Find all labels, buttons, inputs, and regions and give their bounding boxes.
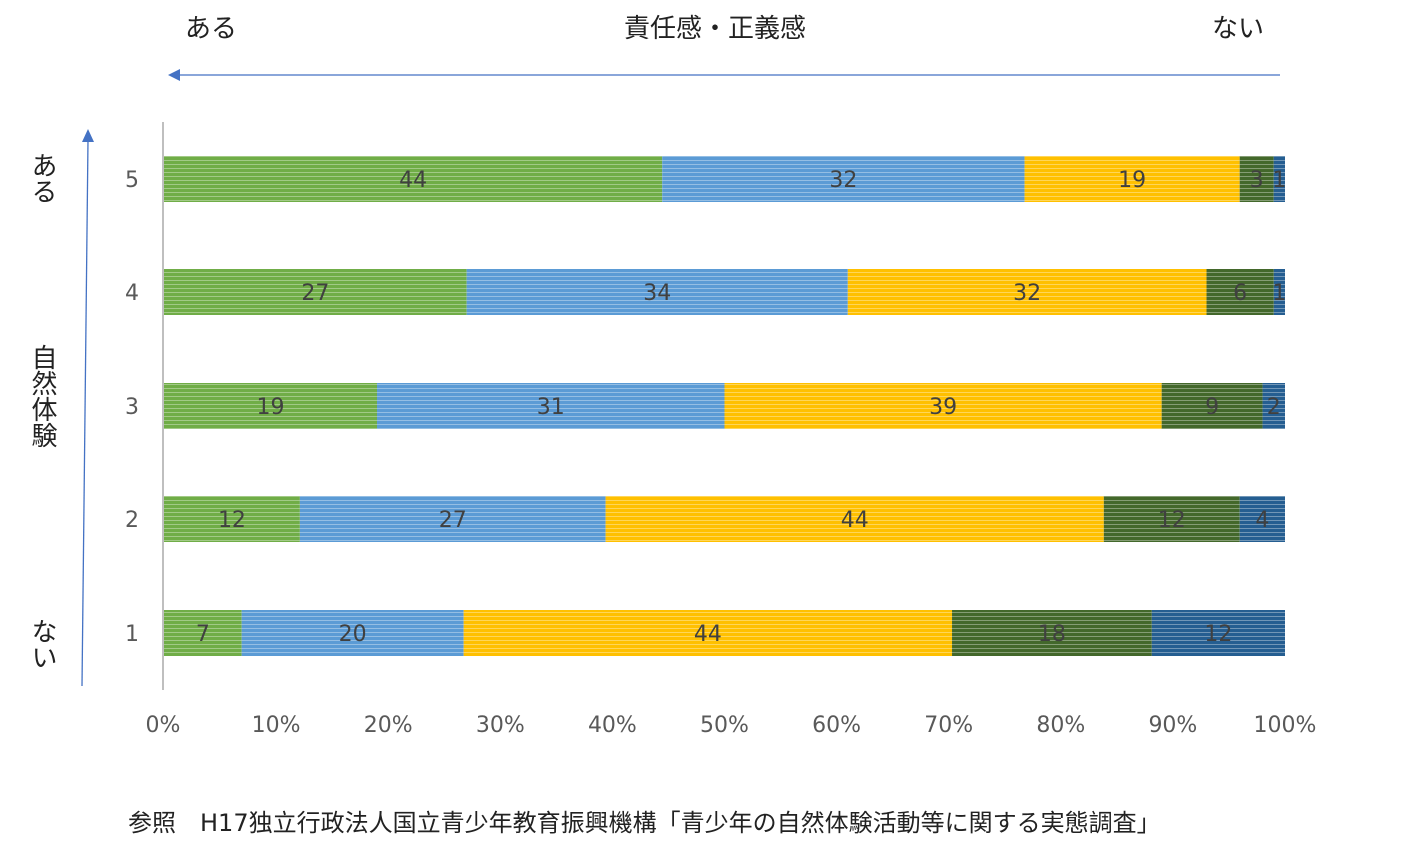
x-tick-label: 30% [476,713,525,738]
y-category-label: 2 [125,508,139,533]
data-label: 6 [1233,281,1247,306]
x-tick-label: 10% [252,713,301,738]
x-tick-label: 20% [364,713,413,738]
bar-texture [847,269,1207,315]
bar-texture [1103,496,1240,542]
data-label: 1 [1272,168,1286,193]
data-label: 32 [1013,281,1041,306]
bar-texture [164,156,663,202]
bar-texture [164,269,467,315]
y-category-label: 3 [125,395,139,420]
header-center-label: 責任感・正義感 [624,14,807,44]
bar-texture [1273,269,1285,315]
data-label: 39 [929,395,957,420]
data-label: 12 [218,508,246,533]
bar-texture [466,269,848,315]
bar-texture [164,610,242,656]
x-tick-label: 60% [812,713,861,738]
data-label: 19 [1118,168,1146,193]
data-label: 34 [643,281,671,306]
bar-texture [241,610,464,656]
data-label: 12 [1204,622,1232,647]
bar-texture [164,383,377,429]
data-label: 18 [1038,622,1066,647]
bar-texture [463,610,953,656]
bar-texture [952,610,1152,656]
data-label: 44 [841,508,869,533]
data-label: 9 [1205,395,1219,420]
y-category-label: 1 [125,622,139,647]
header-left-label: ある [185,14,238,44]
top-arrow [168,69,1280,81]
y-category-label: 5 [125,168,139,193]
data-label: 4 [1255,508,1269,533]
x-tick-label: 90% [1148,713,1197,738]
data-label: 1 [1272,281,1286,306]
data-label: 27 [301,281,329,306]
bar-texture [605,496,1104,542]
side-middle-label: 自然体験 [27,344,57,448]
bar-texture [1262,383,1285,429]
x-tick-label: 50% [700,713,749,738]
x-tick-label: 0% [146,713,181,738]
side-top-label: ある [27,152,57,204]
bar-texture [376,383,725,429]
data-label: 32 [829,168,857,193]
header-right-label: ない [1212,14,1265,44]
bar-texture [1239,496,1285,542]
side-bottom-label: ない [27,618,57,670]
source-note: 参照 H17独立行政法人国立青少年教育振興機構「青少年の自然体験活動等に関する実… [128,809,1161,837]
data-label: 2 [1267,395,1281,420]
bar-texture [1273,156,1285,202]
data-label: 44 [694,622,722,647]
x-tick-label: 80% [1036,713,1085,738]
data-label: 3 [1250,168,1264,193]
data-label: 20 [339,622,367,647]
bar-texture [1206,269,1274,315]
data-label: 19 [257,395,285,420]
data-label: 31 [537,395,565,420]
bar-texture [1239,156,1274,202]
data-label: 7 [196,622,210,647]
data-label: 12 [1158,508,1186,533]
bar-texture [1151,610,1285,656]
bar-texture [1161,383,1263,429]
x-tick-label: 40% [588,713,637,738]
bar-texture [662,156,1025,202]
data-label: 44 [399,168,427,193]
x-tick-label: 100% [1254,713,1317,738]
data-label: 27 [439,508,467,533]
x-tick-label: 70% [924,713,973,738]
side-arrow [81,129,94,687]
bar-texture [164,496,300,542]
bar-texture [299,496,606,542]
bar-texture [1024,156,1240,202]
bar-texture [724,383,1162,429]
y-category-label: 4 [125,281,139,306]
